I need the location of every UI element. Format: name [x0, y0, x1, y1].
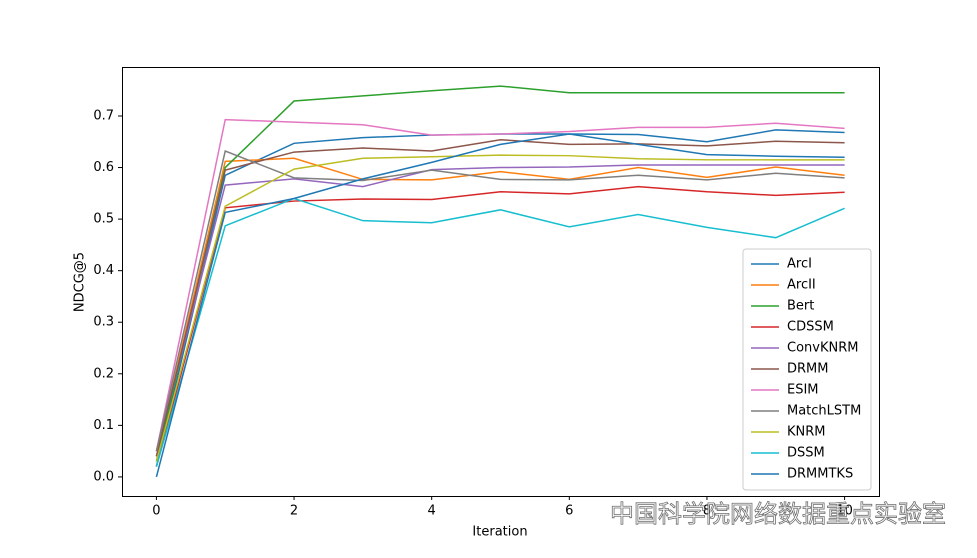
x-tick-label: 6	[565, 504, 573, 519]
legend-label: DRMMTKS	[787, 467, 853, 482]
legend-label: DRMM	[787, 362, 828, 377]
legend-label: ESIM	[787, 383, 819, 398]
series-line	[155, 185, 845, 467]
series-line	[155, 85, 845, 462]
legend-label: ArcI	[787, 257, 812, 272]
series-line	[155, 154, 845, 462]
series-line	[155, 138, 845, 457]
legend-label: ConvKNRM	[787, 341, 858, 356]
x-tick-label: 2	[290, 504, 298, 519]
legend-label: CDSSM	[787, 320, 834, 335]
y-tick-label: 0.5	[93, 212, 114, 227]
legend-box	[742, 248, 872, 491]
y-tick-label: 0.3	[93, 315, 114, 330]
x-tick-label: 10	[836, 504, 853, 519]
x-tick-label: 8	[703, 504, 711, 519]
series-line	[155, 164, 845, 452]
y-tick-label: 0.7	[93, 108, 114, 123]
series-line	[155, 133, 845, 478]
series-line	[155, 157, 845, 457]
y-tick-label: 0.6	[93, 160, 114, 175]
legend-label: DSSM	[787, 446, 825, 461]
series-line	[155, 118, 845, 452]
y-tick-label: 0.4	[93, 263, 114, 278]
y-axis-label: NDCG@5	[73, 252, 88, 312]
x-tick-label: 0	[152, 504, 160, 519]
series-line	[155, 150, 845, 452]
watermark: 中国科学院网络数据重点实验室	[610, 500, 946, 528]
series-line	[155, 129, 845, 467]
legend-label: ArcII	[787, 278, 816, 293]
legend-label: KNRM	[787, 425, 826, 440]
x-axis-label: Iteration	[472, 525, 527, 540]
y-tick-label: 0.1	[93, 418, 114, 433]
legend-label: Bert	[787, 299, 814, 314]
y-tick-label: 0.0	[93, 469, 114, 484]
legend-label: MatchLSTM	[787, 404, 861, 419]
x-tick-label: 4	[428, 504, 436, 519]
y-tick-label: 0.2	[93, 366, 114, 381]
series-line	[155, 197, 845, 467]
plot-frame	[122, 67, 880, 497]
